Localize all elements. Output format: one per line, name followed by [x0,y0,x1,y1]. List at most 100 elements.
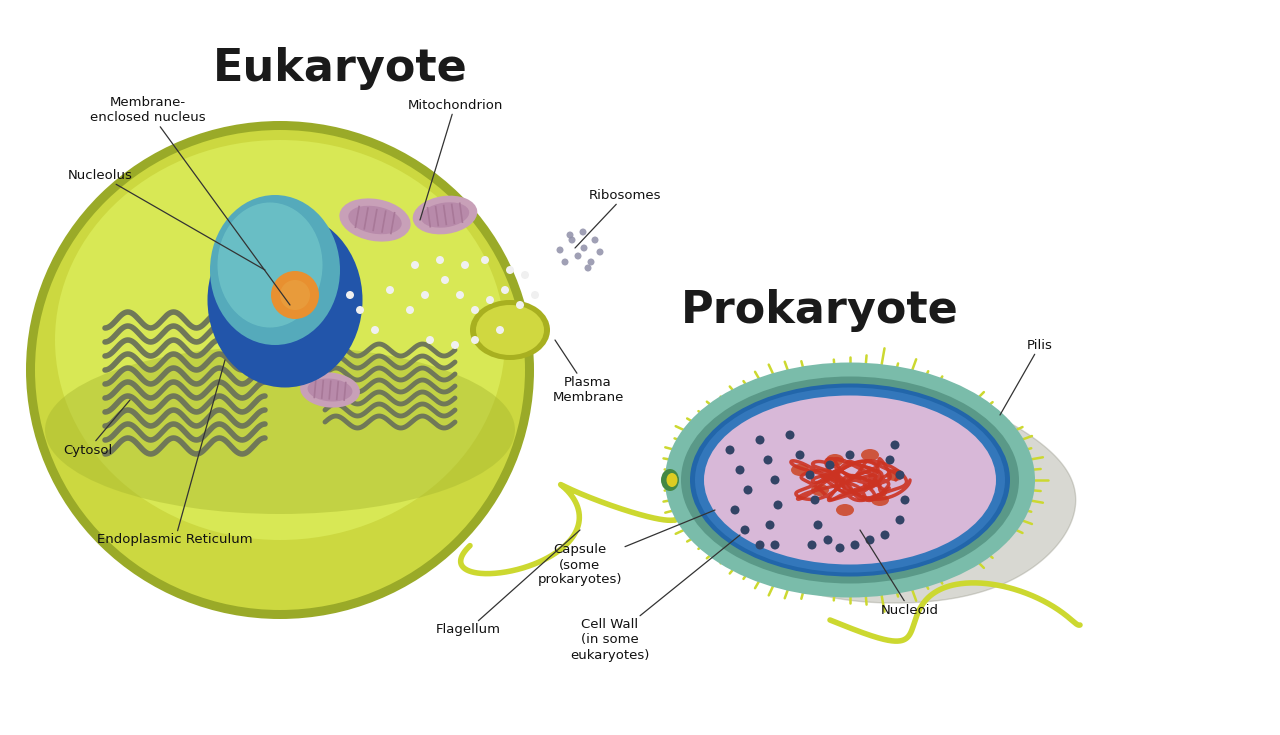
Ellipse shape [726,445,735,454]
Ellipse shape [810,495,819,504]
Ellipse shape [300,373,360,408]
Ellipse shape [731,506,740,514]
Ellipse shape [426,336,434,344]
Ellipse shape [568,237,576,243]
Ellipse shape [791,464,809,476]
Ellipse shape [786,431,795,440]
Ellipse shape [585,265,591,271]
Ellipse shape [575,253,581,259]
Ellipse shape [471,336,479,344]
Ellipse shape [896,515,905,525]
Ellipse shape [596,248,603,256]
Ellipse shape [35,130,525,610]
Ellipse shape [371,326,379,334]
Text: Cell Wall
(in some
eukaryotes): Cell Wall (in some eukaryotes) [571,535,740,662]
Ellipse shape [861,449,879,461]
Ellipse shape [850,540,859,550]
Ellipse shape [506,266,515,274]
Ellipse shape [521,271,529,279]
Ellipse shape [826,454,844,466]
Ellipse shape [55,140,506,540]
Ellipse shape [471,306,479,314]
Ellipse shape [773,501,782,509]
Text: Nucleoid: Nucleoid [860,530,940,617]
Ellipse shape [497,326,504,334]
Ellipse shape [436,256,444,264]
Ellipse shape [681,376,1019,584]
Ellipse shape [891,440,900,450]
Text: Membrane-
enclosed nucleus: Membrane- enclosed nucleus [90,96,291,305]
Ellipse shape [736,465,745,475]
Ellipse shape [812,484,829,496]
Ellipse shape [562,259,568,265]
Ellipse shape [210,195,340,345]
Ellipse shape [814,520,823,529]
Text: Capsule
(some
prokaryotes): Capsule (some prokaryotes) [538,510,716,587]
Ellipse shape [348,206,402,234]
Ellipse shape [695,387,1005,573]
Ellipse shape [836,504,854,516]
Ellipse shape [741,526,750,534]
Text: Flagellum: Flagellum [435,530,580,637]
Ellipse shape [356,306,364,314]
Ellipse shape [442,276,449,284]
Ellipse shape [516,301,524,309]
Text: Mitochondrion: Mitochondrion [407,98,503,220]
Ellipse shape [823,536,832,545]
Ellipse shape [870,494,890,506]
Ellipse shape [271,271,319,319]
Ellipse shape [886,456,895,465]
Ellipse shape [660,469,678,491]
Ellipse shape [846,451,855,459]
Ellipse shape [307,379,352,401]
Ellipse shape [881,531,890,539]
Ellipse shape [667,473,677,487]
Text: Prokaryote: Prokaryote [681,289,959,331]
Ellipse shape [755,540,764,550]
Ellipse shape [795,451,805,459]
Text: Plasma
Membrane: Plasma Membrane [552,340,623,404]
Ellipse shape [704,395,996,564]
Text: Pilis: Pilis [1000,339,1053,415]
Ellipse shape [470,300,550,360]
Ellipse shape [581,245,588,251]
Ellipse shape [207,212,362,387]
Text: Ribosomes: Ribosomes [575,188,662,248]
Ellipse shape [411,261,419,269]
Ellipse shape [346,291,355,299]
Ellipse shape [765,520,774,529]
Ellipse shape [591,237,599,243]
Ellipse shape [421,202,470,228]
Ellipse shape [886,469,904,481]
Ellipse shape [567,232,573,238]
Ellipse shape [771,540,780,550]
Ellipse shape [486,296,494,304]
Ellipse shape [421,291,429,299]
Ellipse shape [580,229,586,235]
Ellipse shape [896,470,905,479]
Ellipse shape [808,540,817,550]
Ellipse shape [805,470,814,479]
Ellipse shape [481,256,489,264]
Ellipse shape [865,536,874,545]
Polygon shape [714,388,1075,603]
Ellipse shape [339,198,411,242]
Ellipse shape [26,121,534,619]
Ellipse shape [901,495,910,504]
Text: Nucleolus: Nucleolus [68,168,265,270]
Ellipse shape [666,362,1036,598]
Ellipse shape [387,286,394,294]
Ellipse shape [744,486,753,495]
Ellipse shape [836,543,845,553]
Ellipse shape [412,196,477,234]
Ellipse shape [461,261,468,269]
Ellipse shape [476,305,544,355]
Ellipse shape [218,203,323,328]
Ellipse shape [826,461,835,470]
Ellipse shape [500,286,509,294]
Ellipse shape [690,384,1010,576]
Ellipse shape [45,346,515,514]
Ellipse shape [557,246,563,254]
Ellipse shape [280,280,310,310]
Ellipse shape [588,259,594,265]
